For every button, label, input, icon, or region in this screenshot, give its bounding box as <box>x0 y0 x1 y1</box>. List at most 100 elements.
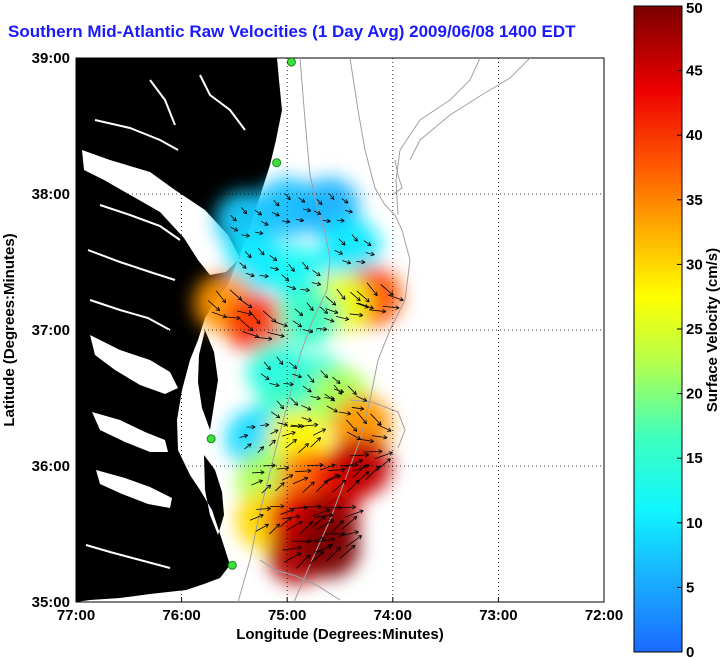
velocity-arrow <box>270 266 280 272</box>
velocity-arrow <box>261 484 272 494</box>
colorbar-tick-label: 40 <box>686 127 703 144</box>
station-marker <box>227 560 237 570</box>
velocity-arrow <box>351 234 358 242</box>
colorbar-tick-label: 30 <box>686 256 703 273</box>
velocity-arrow <box>356 259 366 265</box>
velocity-arrow <box>305 536 325 543</box>
speed-cell <box>331 436 392 496</box>
velocity-arrow <box>281 274 290 282</box>
velocity-arrow <box>316 326 328 332</box>
velocity-arrow <box>316 519 335 530</box>
velocity-arrow <box>300 287 310 293</box>
velocity-arrow <box>275 482 285 492</box>
velocity-arrow <box>242 331 260 339</box>
velocity-arrow <box>246 424 256 430</box>
colorbar-tick-label: 0 <box>686 644 694 659</box>
velocity-arrow <box>288 361 298 370</box>
velocity-arrow <box>312 270 321 277</box>
velocity-arrow <box>325 308 339 314</box>
velocity-arrow <box>215 290 227 304</box>
velocity-arrow <box>282 219 291 224</box>
speed-cell <box>320 218 381 279</box>
velocity-arrow <box>256 506 271 511</box>
velocity-arrow <box>254 230 264 236</box>
velocity-arrow <box>270 411 281 419</box>
velocity-arrow <box>269 382 280 388</box>
velocity-arrow <box>269 255 278 261</box>
velocity-arrow <box>270 429 279 435</box>
velocity-arrow <box>239 262 247 269</box>
velocity-arrow <box>244 443 252 450</box>
velocity-arrow <box>352 464 367 479</box>
velocity-arrow <box>249 513 264 521</box>
colorbar-tick-label: 35 <box>686 192 703 209</box>
velocity-arrow <box>267 332 285 338</box>
velocity-arrow <box>313 513 334 518</box>
velocity-arrow <box>276 465 289 471</box>
velocity-arrow <box>351 406 365 411</box>
velocity-arrow <box>324 317 335 323</box>
velocity-arrows <box>207 193 404 569</box>
velocity-arrow <box>363 449 383 454</box>
velocity-arrow <box>304 422 319 428</box>
velocity-arrow <box>313 210 322 215</box>
velocity-arrow <box>369 308 387 314</box>
velocity-arrow <box>292 373 302 379</box>
velocity-arrow <box>284 552 302 563</box>
velocity-arrow <box>260 220 269 226</box>
velocity-arrow <box>230 226 239 232</box>
velocity-arrow <box>325 296 337 306</box>
velocity-arrow <box>316 198 323 205</box>
x-tick-label: 72:00 <box>585 607 623 624</box>
land-mass <box>76 58 282 602</box>
velocity-arrow <box>358 438 374 444</box>
velocity-arrow <box>263 361 271 371</box>
velocity-arrow <box>345 535 363 548</box>
velocity-arrow <box>286 285 297 291</box>
velocity-arrow <box>332 376 341 384</box>
velocity-arrow <box>301 261 309 270</box>
velocity-arrow <box>346 419 358 432</box>
velocity-arrow <box>339 544 356 559</box>
velocity-arrow <box>259 273 269 279</box>
velocity-arrow <box>324 393 335 402</box>
velocity-arrow <box>244 251 252 259</box>
colorbar-tick-label: 15 <box>686 450 703 467</box>
velocity-arrow <box>363 240 372 247</box>
tributaries <box>85 74 246 569</box>
y-tick-label: 36:00 <box>32 458 70 475</box>
velocity-arrow <box>283 381 294 387</box>
velocity-arrow <box>356 411 367 425</box>
velocity-arrow <box>356 290 370 303</box>
velocity-arrow <box>269 523 281 535</box>
colorbar-tick-label: 5 <box>686 579 694 596</box>
x-tick-label: 73:00 <box>479 607 517 624</box>
velocity-arrow <box>276 356 284 365</box>
velocity-arrow <box>251 479 263 486</box>
colorbar-tick-label: 10 <box>686 515 703 532</box>
velocity-arrow <box>371 435 388 440</box>
velocity-arrow <box>382 305 400 310</box>
velocity-arrow <box>310 437 321 448</box>
velocity-arrow <box>281 474 294 481</box>
velocity-arrow <box>338 411 352 416</box>
station-marker <box>286 58 296 67</box>
velocity-arrow <box>257 446 265 453</box>
velocity-arrow <box>333 384 343 395</box>
velocity-arrow <box>271 211 280 217</box>
velocity-arrow <box>281 514 301 520</box>
velocity-arrow <box>342 260 352 265</box>
velocity-arrow <box>290 397 299 406</box>
velocity-arrow <box>277 422 288 427</box>
velocity-arrow <box>229 289 243 301</box>
colorbar-tick-label: 20 <box>686 386 703 403</box>
velocity-arrow <box>288 263 295 272</box>
velocity-arrow <box>326 546 341 562</box>
velocity-arrow <box>238 298 253 309</box>
velocity-arrow <box>263 463 276 468</box>
velocity-arrow <box>306 302 314 312</box>
velocity-arrow <box>319 306 329 314</box>
velocity-arrow <box>322 218 331 224</box>
y-tick-label: 37:00 <box>32 322 70 339</box>
station-marker <box>206 434 216 444</box>
